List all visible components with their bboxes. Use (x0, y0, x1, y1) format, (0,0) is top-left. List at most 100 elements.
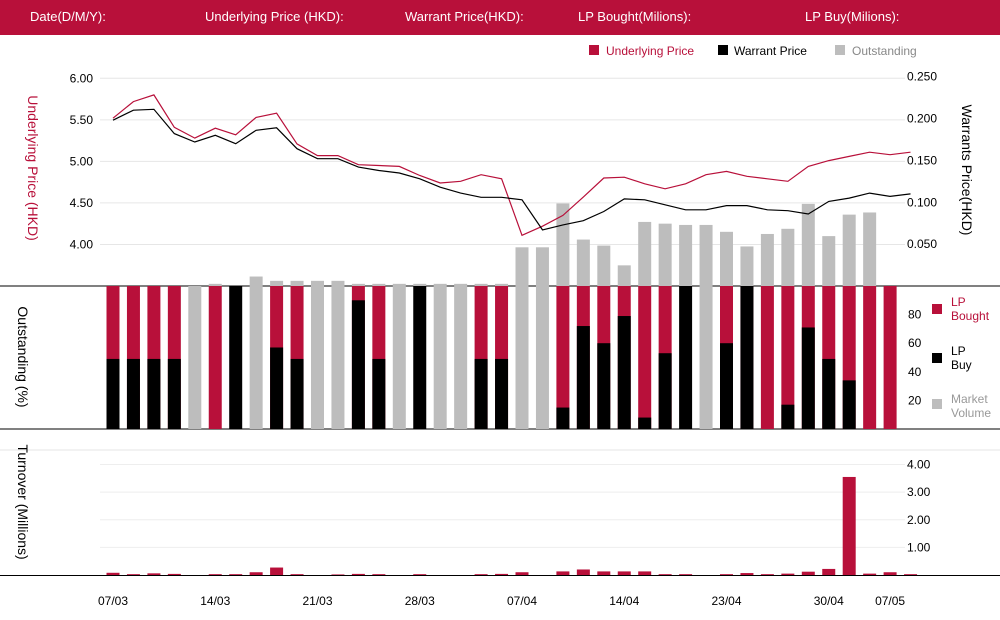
legend-market-volume: Market Volume (951, 392, 991, 420)
outstanding-bar (576, 239, 590, 286)
lp-buy-bar (106, 358, 120, 429)
y-tick-turnover: 2.00 (907, 513, 931, 527)
lp-buy-bar (638, 417, 652, 429)
outstanding-bar (351, 283, 365, 286)
outstanding-bar (290, 280, 304, 286)
y-tick-outstanding: 60 (908, 336, 922, 350)
lp-buy-bar (167, 358, 181, 429)
date-label: Date(D/M/Y): (30, 9, 106, 24)
turnover-bar (760, 574, 774, 575)
market-volume-bar (311, 286, 324, 429)
turnover-bar (372, 574, 386, 575)
outstanding-bar (842, 214, 856, 286)
x-tick-label: 21/03 (302, 594, 332, 608)
turnover-bar (801, 571, 815, 575)
turnover-bar (106, 572, 120, 575)
turnover-bar (351, 573, 365, 575)
outstanding-bar (270, 280, 284, 286)
turnover-bar (720, 574, 733, 575)
y-tick-warrant: 0.150 (907, 153, 937, 167)
legend-swatch-warrant (718, 45, 728, 55)
lp-buy-label: LP Buy(Milions): (805, 9, 900, 24)
y-tick-warrant: 0.250 (907, 70, 937, 84)
turnover-bar (842, 476, 856, 575)
x-tick-label: 07/05 (875, 594, 905, 608)
legend-underlying: Underlying Price (606, 44, 694, 58)
turnover-bar (270, 567, 284, 575)
lp-buy-bar (720, 343, 733, 429)
turnover-bar (658, 574, 672, 575)
legend-swatch-outstanding (835, 45, 845, 55)
y-axis-title-underlying: Underlying Price (HKD) (25, 95, 41, 240)
outstanding-bar (699, 224, 713, 286)
lp-buy-bar (351, 300, 365, 429)
y-tick-turnover: 1.00 (907, 540, 931, 554)
lp-bought-bar (781, 286, 795, 429)
outstanding-bar (331, 280, 345, 286)
turnover-bar (331, 574, 345, 575)
y-tick-turnover: 3.00 (907, 485, 931, 499)
x-tick-label: 28/03 (405, 594, 435, 608)
lp-bought-label: LP Bought(Milions): (578, 9, 692, 24)
outstanding-bar (413, 283, 427, 286)
turnover-bar (576, 569, 590, 575)
turnover-bar (474, 574, 488, 575)
turnover-bar (617, 571, 631, 575)
legend-lp-bought: LP Bought (951, 295, 990, 323)
lp-buy-bar (822, 358, 836, 429)
lp-buy-bar (597, 343, 611, 429)
x-tick-label: 14/03 (200, 594, 230, 608)
lp-buy-bar (147, 358, 161, 429)
legend-swatch-market-volume (932, 399, 942, 409)
turnover-bar (863, 573, 877, 575)
turnover-bar (229, 574, 243, 575)
outstanding-bar (760, 233, 774, 286)
warrant-price-line (112, 108, 911, 231)
lp-buy-bar (474, 358, 488, 429)
lp-buy-bar (576, 326, 590, 429)
lp-buy-bar (617, 316, 631, 429)
warrant-price-label: Warrant Price(HKD): (405, 9, 524, 24)
y-tick-underlying: 4.50 (70, 196, 94, 210)
legend-warrant: Warrant Price (734, 44, 807, 58)
y-tick-outstanding: 20 (908, 393, 922, 407)
outstanding-bar (392, 283, 406, 286)
lp-buy-bar (781, 404, 795, 429)
turnover-bar (167, 573, 181, 575)
outstanding-bar (311, 280, 324, 286)
lp-buy-bar (495, 358, 509, 429)
lp-bought-bar (638, 286, 652, 429)
market-volume-bar (454, 286, 468, 429)
turnover-bar (208, 574, 222, 575)
turnover-bar (249, 572, 263, 575)
legend-outstanding: Outstanding (852, 44, 917, 58)
legend-swatch-underlying (589, 45, 599, 55)
x-tick-label: 14/04 (609, 594, 639, 608)
y-tick-warrant: 0.200 (907, 112, 937, 126)
turnover-bar (679, 574, 693, 575)
market-volume-bar (699, 286, 713, 429)
turnover-bar (495, 573, 509, 575)
turnover-bar (740, 573, 754, 575)
y-tick-warrant: 0.050 (907, 237, 937, 251)
turnover-bar (597, 571, 611, 575)
market-volume-bar (331, 286, 345, 429)
outstanding-bar (679, 224, 693, 286)
y-tick-outstanding: 40 (908, 365, 922, 379)
y-tick-underlying: 6.00 (70, 71, 94, 85)
y-tick-underlying: 4.00 (70, 237, 94, 251)
lp-buy-bar (270, 347, 284, 429)
outstanding-bar (863, 212, 877, 286)
outstanding-bar (740, 246, 754, 286)
lp-bought-bar (208, 286, 222, 429)
outstanding-bar (249, 276, 263, 286)
market-volume-bar (535, 286, 549, 429)
lp-buy-bar (290, 358, 304, 429)
turnover-bar (290, 574, 304, 575)
lp-buy-bar (658, 353, 672, 429)
lp-buy-bar (413, 286, 427, 429)
lp-buy-bar (842, 380, 856, 429)
lp-buy-bar (229, 286, 243, 429)
y-axis-title-turnover: Turnover (Millions) (15, 444, 31, 559)
